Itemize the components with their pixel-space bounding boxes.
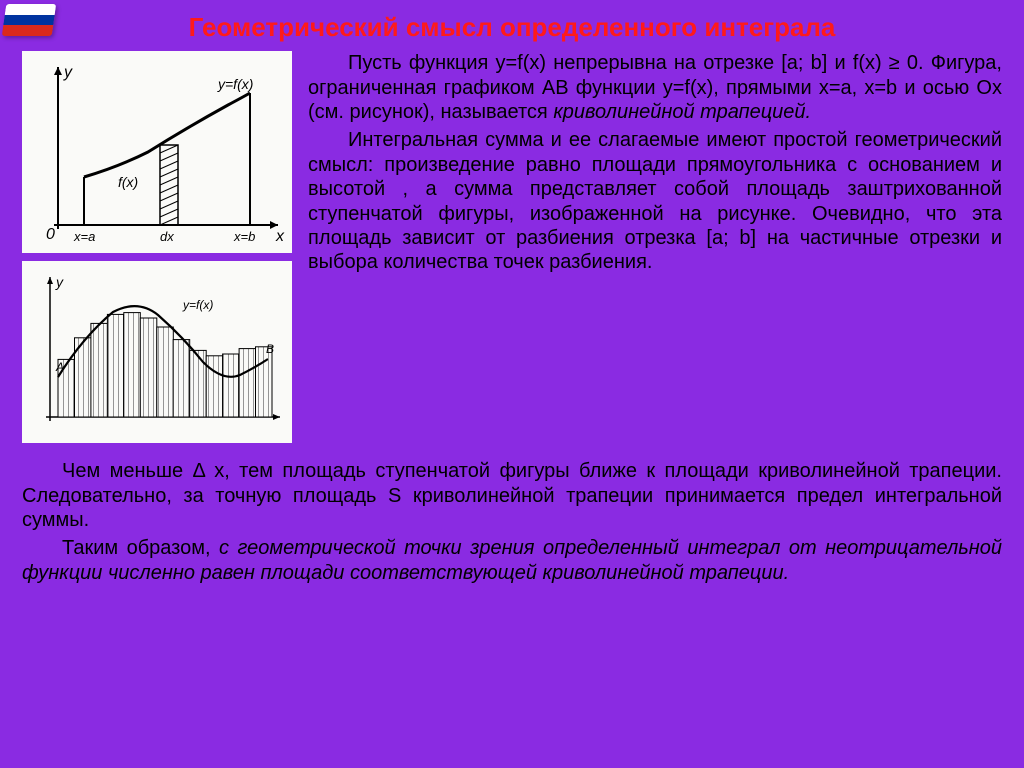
diagram-riemann: y y=f(x) A B xyxy=(22,261,292,443)
slide-title: Геометрический смысл определенного интег… xyxy=(0,0,1024,51)
d2-curve-label: y=f(x) xyxy=(182,298,213,312)
d2-y-label: y xyxy=(55,274,64,290)
diagram-trapezoid: y x 0 y=f(x) f(x) x=a dx x=b xyxy=(22,51,292,253)
paragraph-1: Пусть функция y=f(x) непрерывна на отрез… xyxy=(308,51,1002,124)
para4a-text: Таким образом, xyxy=(62,537,219,559)
d1-xb-label: x=b xyxy=(233,229,255,244)
paragraph-3: Чем меньше Δ x, тем площадь ступенчатой … xyxy=(22,459,1002,532)
paragraph-4: Таким образом, с геометрической точки зр… xyxy=(22,536,1002,585)
para2-text: Интегральная сумма и ее слагаемые имеют … xyxy=(308,129,1002,273)
para3-text: Чем меньше Δ x, тем площадь ступенчатой … xyxy=(22,460,1002,531)
flag-stripe-white xyxy=(5,4,56,15)
d2-A-label: A xyxy=(55,360,64,374)
text-column-lower: Чем меньше Δ x, тем площадь ступенчатой … xyxy=(0,451,1024,585)
d1-xa-label: x=a xyxy=(73,229,95,244)
paragraph-2: Интегральная сумма и ее слагаемые имеют … xyxy=(308,128,1002,274)
flag-icon xyxy=(4,4,54,40)
d2-B-label: B xyxy=(266,342,274,356)
diagram-column: y x 0 y=f(x) f(x) x=a dx x=b xyxy=(22,51,292,451)
flag-stripe-blue xyxy=(3,15,54,26)
d1-origin: 0 xyxy=(46,226,55,243)
text-column-upper: Пусть функция y=f(x) непрерывна на отрез… xyxy=(308,51,1002,451)
flag-stripe-red xyxy=(2,25,53,36)
d1-y-label: y xyxy=(63,64,73,81)
d1-fx-label: f(x) xyxy=(118,174,138,190)
riemann-bars xyxy=(58,313,272,417)
para1-italic: криволинейной трапецией. xyxy=(553,101,811,123)
d1-x-label: x xyxy=(275,228,285,245)
d1-dx-label: dx xyxy=(160,229,174,244)
d1-curve-label: y=f(x) xyxy=(217,76,253,92)
